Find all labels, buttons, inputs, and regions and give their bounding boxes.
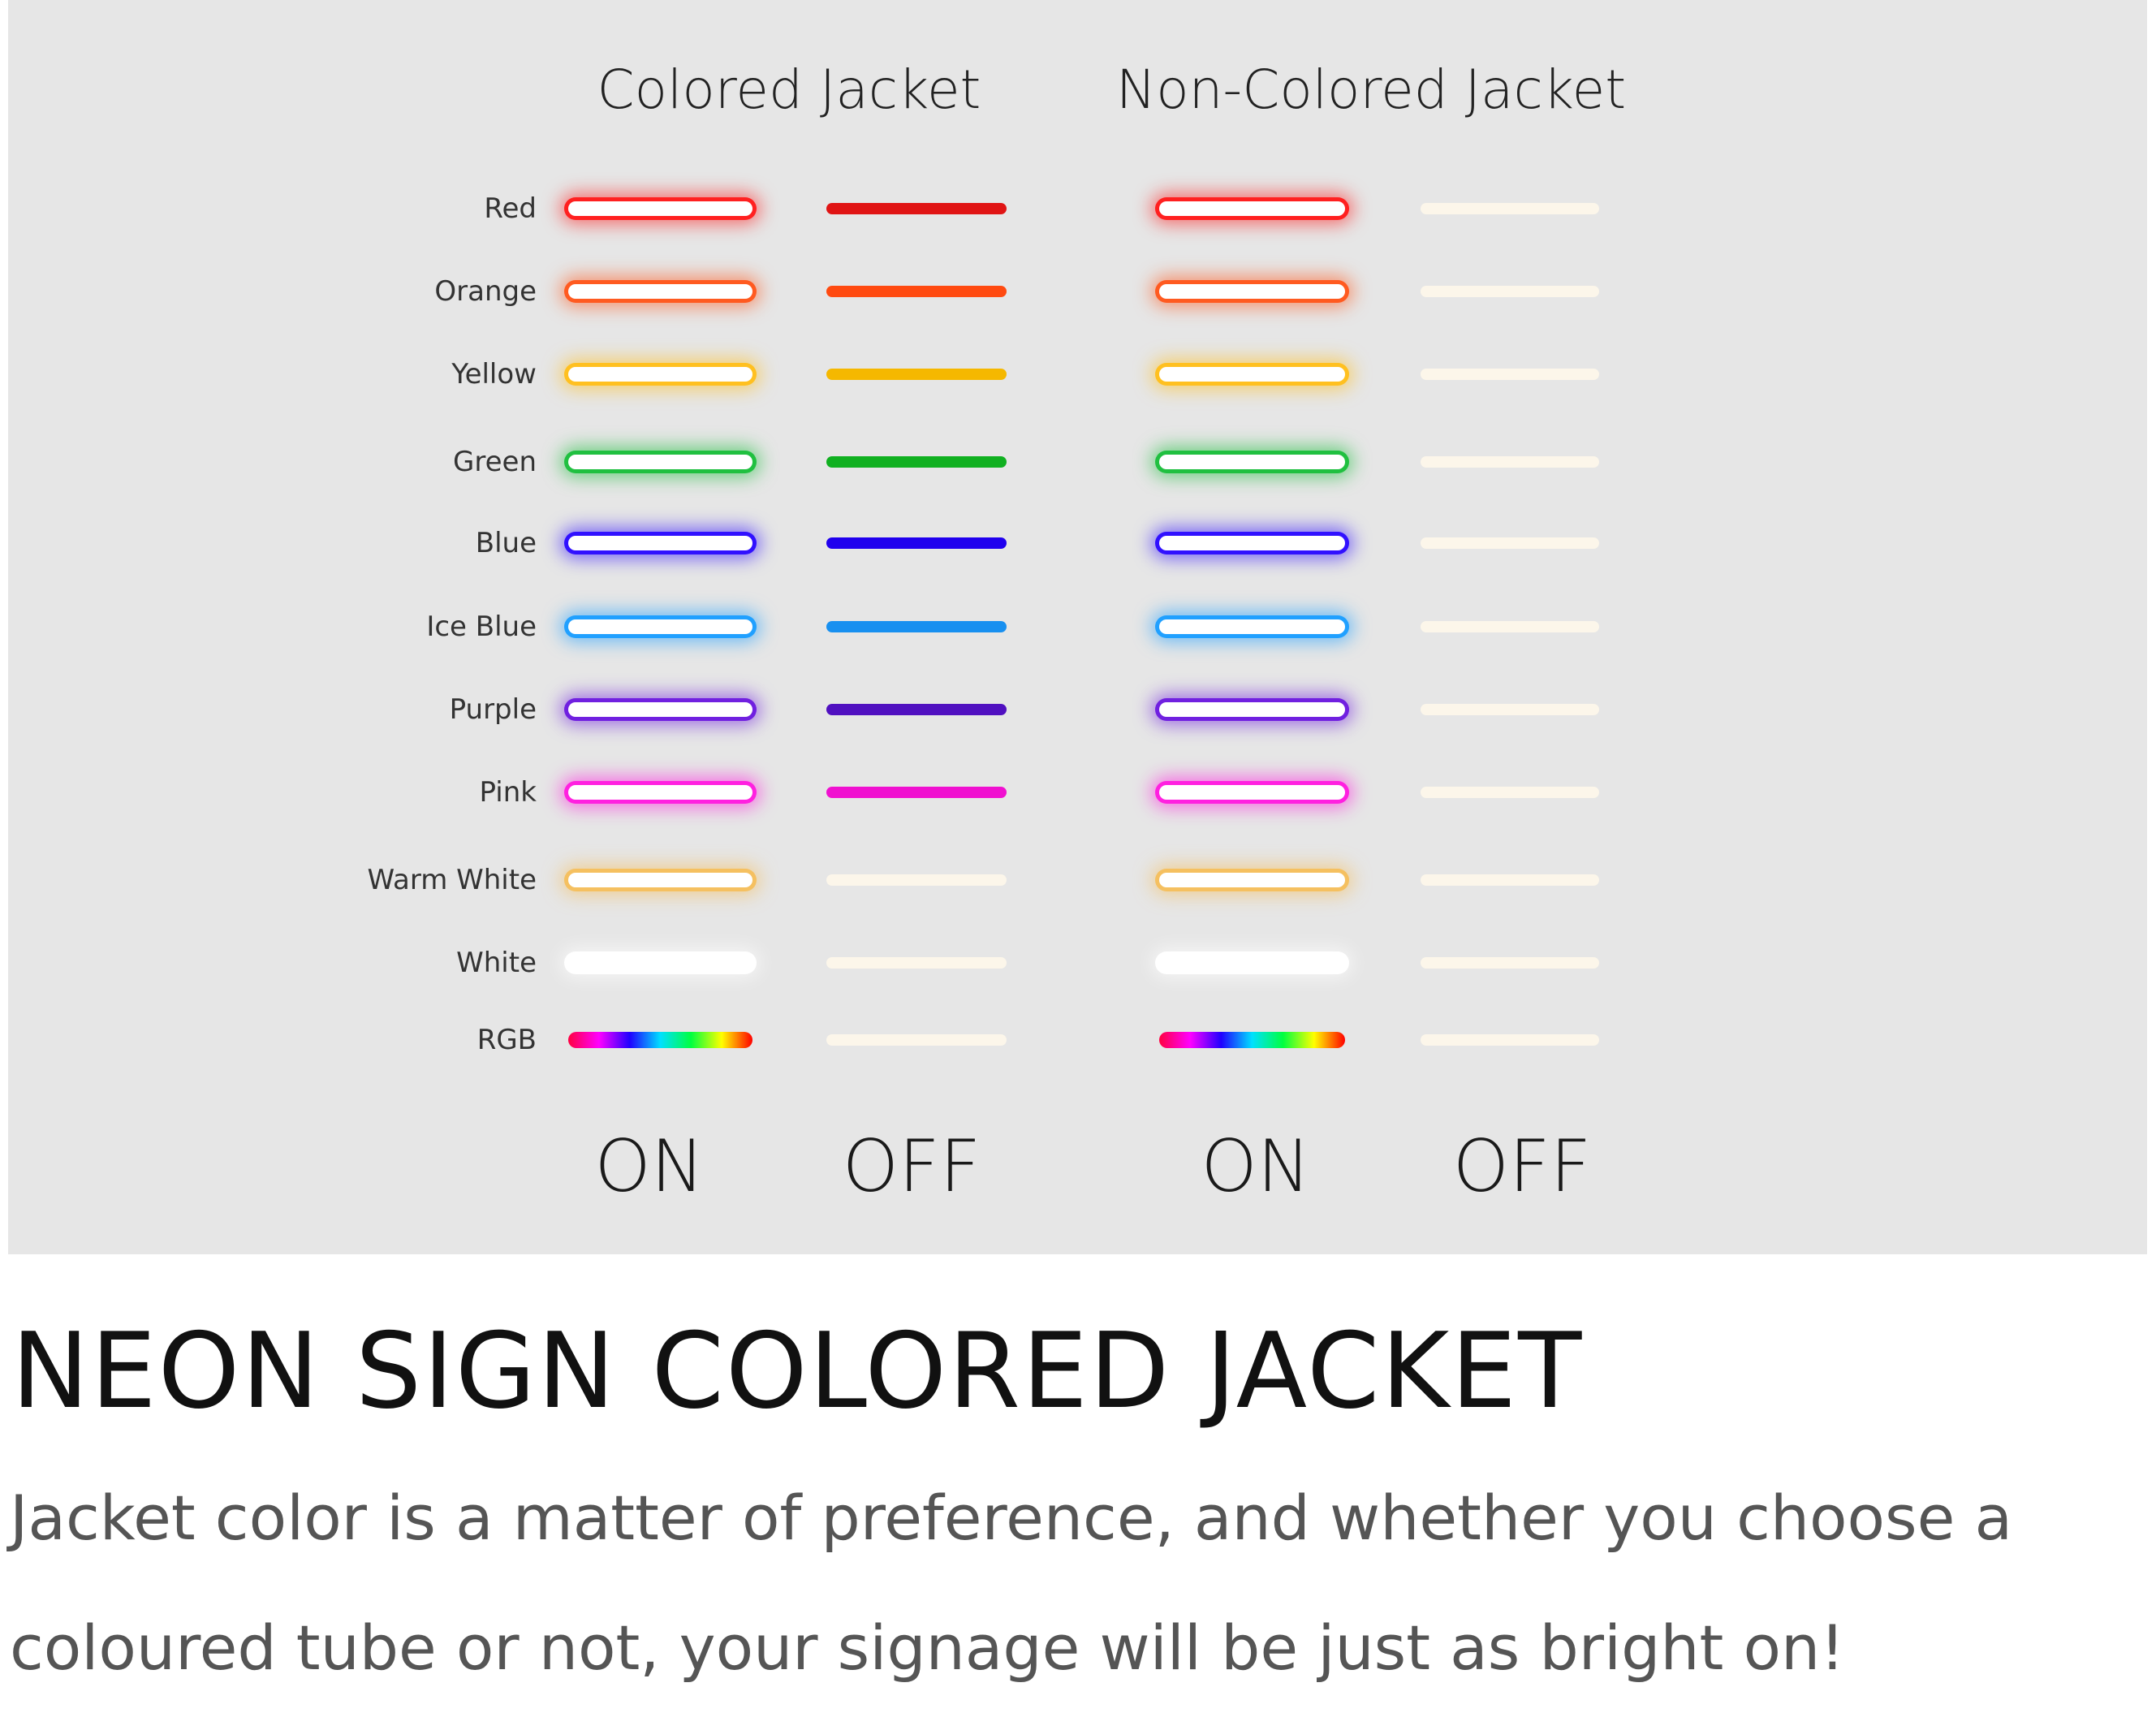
colored-on-tube — [568, 619, 752, 634]
non-colored-on-tube — [1159, 873, 1345, 887]
colored-on-tube — [568, 1032, 752, 1048]
colored-on-tube — [568, 702, 752, 717]
colored-on-tube — [568, 455, 752, 469]
non-colored-on-tube — [1159, 201, 1345, 216]
colored-off-tube — [826, 621, 1007, 632]
non-colored-off-tube — [1421, 456, 1599, 468]
non-colored-on-tube — [1159, 619, 1345, 634]
colored-off-tube — [826, 874, 1007, 886]
colored-off-tube — [826, 787, 1007, 798]
non-colored-off-tube — [1421, 286, 1599, 297]
colored-on-tube — [568, 785, 752, 800]
colored-off-tube — [826, 286, 1007, 297]
row-label: RGB — [476, 1024, 537, 1056]
non-colored-off-tube — [1421, 621, 1599, 632]
non-colored-on-tube — [1159, 284, 1345, 299]
colored-off-label: OFF — [842, 1124, 981, 1208]
non-colored-off-tube — [1421, 957, 1599, 969]
row-label: Ice Blue — [426, 611, 537, 643]
non-colored-on-tube — [1159, 1032, 1345, 1048]
colored-on-tube — [568, 956, 752, 970]
non-colored-on-tube — [1159, 702, 1345, 717]
colored-off-tube — [826, 203, 1007, 214]
non-colored-jacket-header: Non-Colored Jacket — [1115, 58, 1627, 121]
row-label: White — [456, 947, 537, 979]
row-label: Green — [453, 446, 537, 478]
non-colored-on-tube — [1159, 536, 1345, 550]
non-colored-on-tube — [1159, 785, 1345, 800]
non-colored-on-label: ON — [1201, 1124, 1311, 1208]
jacket-comparison-image — [8, 0, 2147, 1254]
non-colored-on-tube — [1159, 367, 1345, 382]
colored-off-tube — [826, 456, 1007, 468]
colored-off-tube — [826, 704, 1007, 715]
colored-on-tube — [568, 284, 752, 299]
non-colored-off-tube — [1421, 537, 1599, 549]
colored-on-label: ON — [594, 1124, 705, 1208]
colored-on-tube — [568, 201, 752, 216]
row-label: Orange — [434, 275, 537, 308]
row-label: Yellow — [451, 358, 537, 390]
colored-off-tube — [826, 957, 1007, 969]
section-description: Jacket color is a matter of preference, … — [10, 1482, 2013, 1684]
colored-off-tube — [826, 369, 1007, 380]
non-colored-off-tube — [1421, 704, 1599, 715]
non-colored-off-tube — [1421, 787, 1599, 798]
colored-on-tube — [568, 367, 752, 382]
non-colored-off-tube — [1421, 369, 1599, 380]
non-colored-off-label: OFF — [1452, 1124, 1592, 1208]
section-title: NEON SIGN COLORED JACKET — [11, 1311, 1584, 1432]
non-colored-on-tube — [1159, 455, 1345, 469]
colored-jacket-header: Colored Jacket — [597, 58, 981, 121]
row-label: Blue — [475, 527, 537, 559]
colored-off-tube — [826, 537, 1007, 549]
non-colored-off-tube — [1421, 874, 1599, 886]
non-colored-on-tube — [1159, 956, 1345, 970]
colored-on-tube — [568, 873, 752, 887]
colored-on-tube — [568, 536, 752, 550]
non-colored-off-tube — [1421, 1034, 1599, 1046]
row-label: Pink — [479, 776, 537, 809]
colored-off-tube — [826, 1034, 1007, 1046]
non-colored-off-tube — [1421, 203, 1599, 214]
row-label: Warm White — [367, 864, 537, 896]
row-label: Purple — [449, 693, 537, 726]
row-label: Red — [484, 192, 537, 225]
